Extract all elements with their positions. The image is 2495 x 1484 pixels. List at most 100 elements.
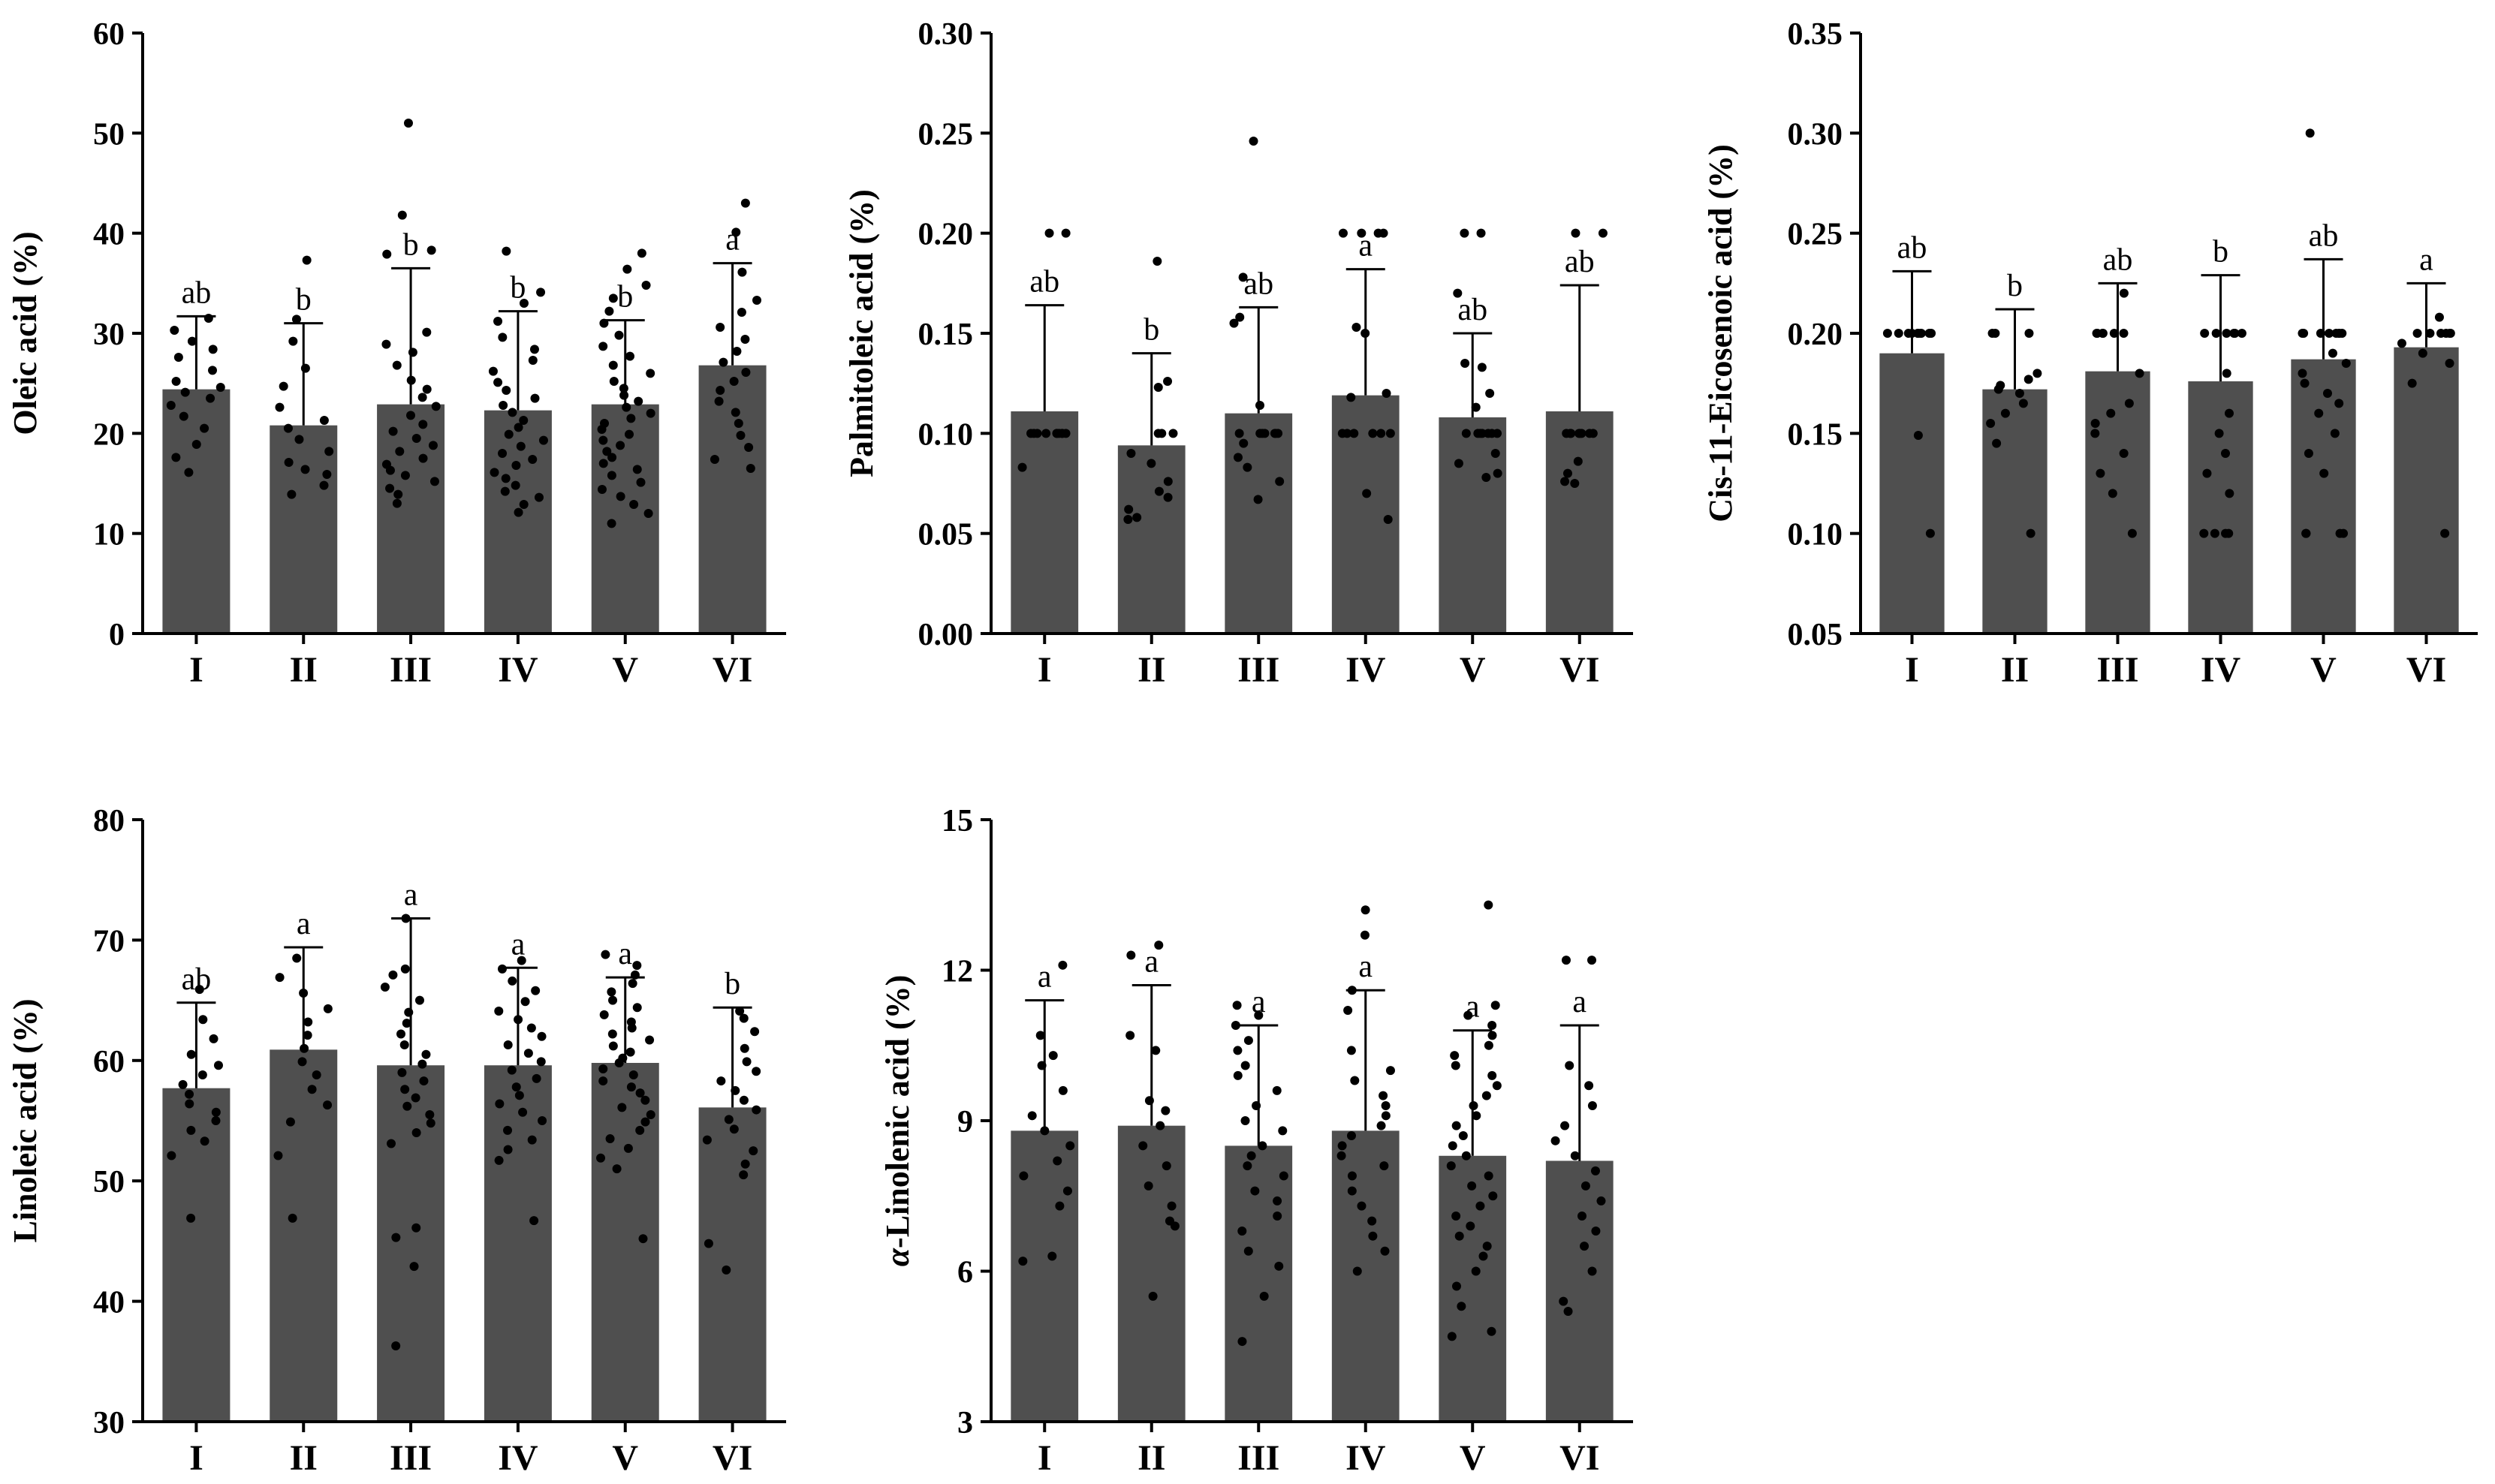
data-point: [418, 420, 428, 429]
data-point: [493, 378, 503, 387]
data-point: [2407, 378, 2417, 388]
data-point: [1054, 429, 1064, 438]
data-point: [596, 1153, 606, 1163]
data-point: [275, 973, 285, 983]
data-point: [1351, 323, 1361, 332]
significance-letter: a: [1572, 985, 1586, 1019]
data-point: [503, 1145, 513, 1154]
data-point: [1153, 383, 1163, 392]
data-point: [1471, 1266, 1481, 1276]
data-point: [1061, 228, 1071, 238]
significance-letter: a: [1038, 960, 1052, 995]
data-point: [1488, 1191, 1498, 1201]
x-tick-label-i: I: [1038, 650, 1052, 690]
x-tick-label-vi: VI: [2406, 650, 2446, 690]
data-point: [714, 396, 724, 406]
data-point: [1055, 1201, 1065, 1211]
data-point: [388, 970, 398, 980]
data-point: [2222, 369, 2231, 378]
data-point: [2127, 528, 2137, 538]
data-point: [646, 369, 655, 378]
data-point: [297, 1057, 307, 1067]
data-point: [411, 1128, 421, 1138]
y-tick-label: 6: [957, 1256, 973, 1290]
data-point: [1490, 449, 1500, 458]
data-point: [2298, 329, 2307, 338]
data-point: [744, 443, 754, 452]
data-point: [400, 471, 410, 480]
data-point: [1018, 1257, 1028, 1266]
data-point: [516, 441, 526, 451]
y-tick-label: 60: [93, 17, 125, 52]
bar-i: [162, 1088, 231, 1422]
data-point: [1254, 1010, 1264, 1020]
data-point: [1492, 1081, 1502, 1091]
data-point: [1157, 429, 1167, 438]
data-point: [418, 453, 428, 463]
data-point: [608, 293, 618, 303]
data-point: [1234, 429, 1244, 438]
data-point: [171, 377, 181, 386]
data-point: [630, 970, 640, 980]
y-tick-label: 0.05: [918, 518, 974, 552]
data-point: [1062, 1186, 1072, 1196]
y-tick-label: 0.35: [1788, 17, 1843, 52]
data-point: [417, 1059, 427, 1069]
data-point: [209, 1034, 218, 1043]
data-point: [724, 1115, 734, 1124]
data-point: [739, 1170, 749, 1180]
significance-letter: a: [2419, 242, 2433, 277]
bar-ii: [1117, 445, 1186, 634]
data-point: [2300, 378, 2310, 388]
data-point: [619, 390, 629, 400]
data-point: [519, 500, 529, 509]
data-point: [1347, 1186, 1357, 1196]
data-point: [637, 248, 646, 258]
data-point: [742, 1057, 752, 1067]
x-tick-label-i: I: [189, 650, 203, 690]
data-point: [643, 509, 653, 518]
data-point: [1571, 228, 1580, 238]
data-point: [1352, 1266, 1362, 1276]
data-point: [528, 356, 538, 365]
data-point: [536, 1057, 546, 1067]
data-point: [1346, 1131, 1356, 1141]
data-point: [426, 1118, 435, 1128]
data-point: [530, 393, 540, 403]
data-point: [623, 1143, 633, 1153]
data-point: [632, 1003, 642, 1013]
data-point: [638, 1234, 648, 1244]
bar-v: [2291, 359, 2356, 634]
significance-letter: a: [404, 878, 418, 913]
data-point: [627, 1023, 637, 1033]
data-point: [498, 449, 508, 458]
data-point: [319, 416, 329, 425]
data-point: [495, 1099, 505, 1109]
data-point: [273, 1151, 283, 1160]
data-point: [1490, 1001, 1500, 1010]
data-point: [736, 431, 746, 440]
data-point: [426, 245, 436, 255]
y-axis-title-italic: α: [879, 1248, 916, 1266]
bar-ii: [270, 1049, 338, 1422]
data-point: [635, 1125, 645, 1135]
data-point: [1147, 459, 1156, 468]
bar-vi: [1545, 411, 1614, 634]
data-point: [537, 1031, 547, 1041]
data-point: [380, 982, 390, 992]
data-point: [1367, 1216, 1377, 1226]
data-point: [1560, 477, 1570, 486]
data-point: [2229, 329, 2239, 338]
data-point: [1253, 495, 1263, 504]
data-point: [1484, 900, 1493, 910]
data-point: [1032, 429, 1042, 438]
data-point: [2090, 419, 2100, 428]
data-point: [2335, 528, 2345, 538]
data-point: [710, 455, 719, 464]
data-point: [425, 1109, 435, 1119]
data-point: [1591, 1227, 1601, 1236]
data-point: [1450, 1051, 1460, 1061]
data-point: [1273, 1196, 1282, 1206]
data-point: [625, 429, 634, 439]
